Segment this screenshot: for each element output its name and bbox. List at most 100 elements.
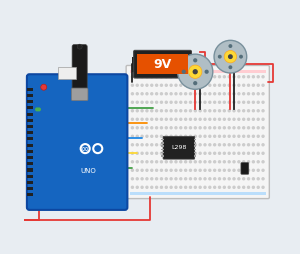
Circle shape: [243, 144, 245, 146]
Circle shape: [170, 161, 172, 163]
FancyBboxPatch shape: [126, 66, 269, 199]
Circle shape: [214, 169, 216, 171]
Circle shape: [223, 186, 225, 188]
Circle shape: [252, 110, 254, 112]
Circle shape: [190, 161, 191, 163]
Bar: [161, 145, 164, 147]
Circle shape: [151, 186, 153, 188]
Circle shape: [131, 169, 134, 171]
Bar: [27, 113, 33, 116]
Bar: [130, 192, 266, 195]
Bar: [58, 67, 76, 79]
Bar: [27, 168, 33, 171]
Circle shape: [262, 93, 264, 95]
Circle shape: [238, 144, 240, 146]
Circle shape: [156, 76, 158, 78]
Circle shape: [160, 186, 162, 188]
Circle shape: [248, 76, 250, 78]
Bar: [27, 125, 33, 128]
Circle shape: [248, 152, 250, 154]
Circle shape: [180, 110, 182, 112]
Bar: [194, 155, 196, 157]
Circle shape: [180, 169, 182, 171]
Circle shape: [239, 55, 243, 59]
Circle shape: [204, 93, 206, 95]
Circle shape: [262, 110, 264, 112]
Circle shape: [194, 101, 196, 103]
Circle shape: [233, 101, 235, 103]
Circle shape: [190, 178, 191, 180]
Circle shape: [257, 152, 259, 154]
Circle shape: [194, 93, 196, 95]
Circle shape: [243, 178, 245, 180]
Bar: [27, 162, 33, 165]
FancyBboxPatch shape: [71, 88, 88, 101]
Bar: [27, 119, 33, 122]
Circle shape: [252, 93, 254, 95]
Circle shape: [131, 101, 134, 103]
Circle shape: [175, 93, 177, 95]
Circle shape: [199, 169, 201, 171]
Circle shape: [151, 76, 153, 78]
Circle shape: [243, 93, 245, 95]
Circle shape: [136, 161, 138, 163]
Circle shape: [136, 76, 138, 78]
Circle shape: [194, 110, 196, 112]
Circle shape: [141, 101, 143, 103]
Circle shape: [199, 84, 201, 86]
Circle shape: [238, 110, 240, 112]
Circle shape: [141, 144, 143, 146]
Circle shape: [204, 110, 206, 112]
Circle shape: [146, 178, 148, 180]
Circle shape: [141, 161, 143, 163]
Circle shape: [136, 118, 138, 120]
Circle shape: [228, 118, 230, 120]
Circle shape: [243, 110, 245, 112]
Circle shape: [252, 118, 254, 120]
Circle shape: [190, 76, 191, 78]
Circle shape: [160, 178, 162, 180]
Circle shape: [218, 55, 222, 59]
Circle shape: [141, 110, 143, 112]
Circle shape: [175, 101, 177, 103]
Circle shape: [238, 76, 240, 78]
Text: ∞: ∞: [81, 144, 89, 154]
Bar: [27, 156, 33, 159]
Circle shape: [204, 152, 206, 154]
Bar: [161, 142, 164, 144]
Bar: [161, 152, 164, 153]
Circle shape: [160, 169, 162, 171]
Circle shape: [180, 127, 182, 129]
Circle shape: [160, 161, 162, 163]
Circle shape: [165, 161, 167, 163]
Circle shape: [228, 152, 230, 154]
Circle shape: [248, 101, 250, 103]
Circle shape: [160, 127, 162, 129]
Circle shape: [165, 169, 167, 171]
Circle shape: [209, 93, 211, 95]
Circle shape: [214, 144, 216, 146]
Circle shape: [257, 127, 259, 129]
Circle shape: [228, 84, 230, 86]
Circle shape: [218, 144, 220, 146]
Circle shape: [204, 84, 206, 86]
Circle shape: [160, 152, 162, 154]
Circle shape: [160, 118, 162, 120]
Circle shape: [262, 127, 264, 129]
Circle shape: [156, 101, 158, 103]
Circle shape: [248, 161, 250, 163]
Circle shape: [131, 84, 134, 86]
Circle shape: [194, 161, 196, 163]
Circle shape: [214, 76, 216, 78]
Circle shape: [199, 118, 201, 120]
Circle shape: [238, 101, 240, 103]
Circle shape: [180, 93, 182, 95]
Circle shape: [131, 161, 134, 163]
Circle shape: [170, 84, 172, 86]
Circle shape: [257, 118, 259, 120]
Circle shape: [204, 144, 206, 146]
Circle shape: [141, 76, 143, 78]
Bar: [137, 54, 188, 74]
Circle shape: [156, 152, 158, 154]
Circle shape: [136, 110, 138, 112]
